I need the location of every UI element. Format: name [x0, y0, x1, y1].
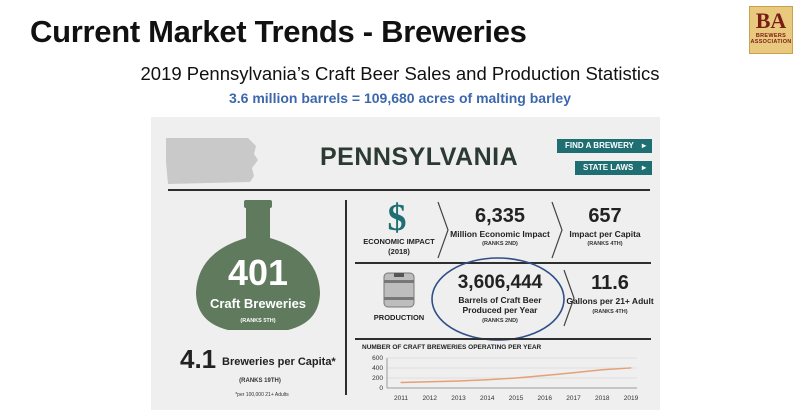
data-point — [572, 372, 575, 374]
logo-line2: ASSOCIATION — [750, 39, 792, 45]
data-point — [400, 381, 402, 384]
brew-kettle-icon — [196, 200, 320, 330]
keg-icon — [383, 272, 415, 308]
chevron-divider-icon — [563, 269, 575, 327]
state-laws-label: STATE LAWS — [583, 163, 634, 172]
craft-breweries-value: 401 — [227, 252, 289, 293]
chevron-divider-icon — [437, 201, 449, 259]
per-capita-label: Breweries per Capita* — [222, 356, 336, 368]
data-point — [429, 381, 431, 383]
series-line — [400, 367, 632, 384]
impact-per-capita-rank: (RANKS 4TH) — [587, 241, 623, 247]
x-tick-label: 2016 — [538, 395, 553, 402]
gallons-per-adult-label: Gallons per 21+ Adult — [566, 296, 654, 306]
production-value: 3,606,444 — [457, 272, 543, 293]
economic-impact-year: (2018) — [388, 247, 410, 256]
craft-breweries-rank: (RANKS 5TH) — [240, 318, 276, 324]
production-value-label: Barrels of Craft Beer Produced per Year — [458, 295, 542, 315]
find-brewery-button[interactable]: FIND A BREWERY ▸ — [557, 139, 652, 153]
row-divider — [355, 262, 651, 264]
slide-title: Current Market Trends - Breweries — [30, 14, 527, 49]
economic-impact-value-rank: (RANKS 2ND) — [482, 241, 518, 247]
economic-impact-value: 6,335 — [474, 205, 526, 227]
y-tick-label: 600 — [372, 355, 383, 362]
brewers-association-logo: BA BREWERS ASSOCIATION — [749, 6, 793, 54]
dollar-icon: $ — [387, 197, 407, 239]
column-divider — [345, 200, 347, 395]
impact-per-capita-label: Impact per Capita — [569, 229, 641, 239]
find-brewery-label: FIND A BREWERY — [565, 141, 634, 150]
x-tick-label: 2019 — [624, 395, 639, 402]
per-capita-rank: (RANKS 19TH) — [239, 378, 281, 384]
chevron-right-icon: ▸ — [641, 163, 646, 172]
data-point — [457, 380, 460, 382]
production-label: PRODUCTION — [373, 313, 425, 322]
state-laws-button[interactable]: STATE LAWS ▸ — [575, 161, 652, 175]
logo-mark: BA — [755, 8, 787, 33]
x-tick-label: 2014 — [480, 395, 495, 402]
x-tick-label: 2012 — [423, 395, 438, 402]
row-divider — [355, 338, 651, 340]
highlight-circle — [431, 257, 565, 341]
economic-impact-value-label: Million Economic Impact — [450, 229, 550, 239]
y-tick-label: 0 — [379, 385, 383, 392]
data-point — [601, 369, 603, 371]
data-point — [630, 367, 632, 369]
production-value-rank: (RANKS 2ND) — [482, 318, 518, 324]
breweries-per-year-chart: 600 400 200 0 2011 2012 2013 2014 2015 2016 2017 20… — [372, 355, 639, 402]
data-point — [486, 379, 488, 381]
slide-subtitle: 2019 Pennsylvania’s Craft Beer Sales and… — [140, 63, 660, 84]
state-title: PENNSYLVANIA — [320, 143, 519, 171]
pennsylvania-state-icon — [166, 138, 258, 184]
gallons-per-adult-rank: (RANKS 4TH) — [592, 309, 628, 315]
chevron-right-icon: ▸ — [641, 141, 646, 150]
economic-impact-label: ECONOMIC IMPACT — [363, 237, 435, 246]
x-tick-label: 2015 — [509, 395, 524, 402]
per-capita-value: 4.1 — [180, 344, 217, 374]
logo-line1: BREWERS — [755, 33, 787, 39]
data-point — [544, 374, 546, 377]
x-tick-label: 2011 — [394, 395, 408, 402]
data-point — [515, 377, 517, 379]
x-tick-label: 2017 — [566, 395, 581, 402]
y-tick-label: 200 — [372, 375, 383, 382]
x-tick-label: 2013 — [451, 395, 466, 402]
impact-per-capita-value: 657 — [588, 205, 622, 227]
x-tick-label: 2018 — [595, 395, 610, 402]
per-capita-footnote: *per 100,000 21+ Adults — [235, 392, 289, 398]
gallons-per-adult-value: 11.6 — [591, 272, 629, 294]
header-divider — [168, 189, 650, 191]
chart-title: NUMBER OF CRAFT BREWERIES OPERATING PER … — [362, 344, 542, 351]
y-tick-label: 400 — [372, 365, 383, 372]
highlight-stat: 3.6 million barrels = 109,680 acres of m… — [228, 90, 571, 106]
craft-breweries-label: Craft Breweries — [209, 296, 307, 311]
chevron-divider-icon — [551, 201, 563, 259]
